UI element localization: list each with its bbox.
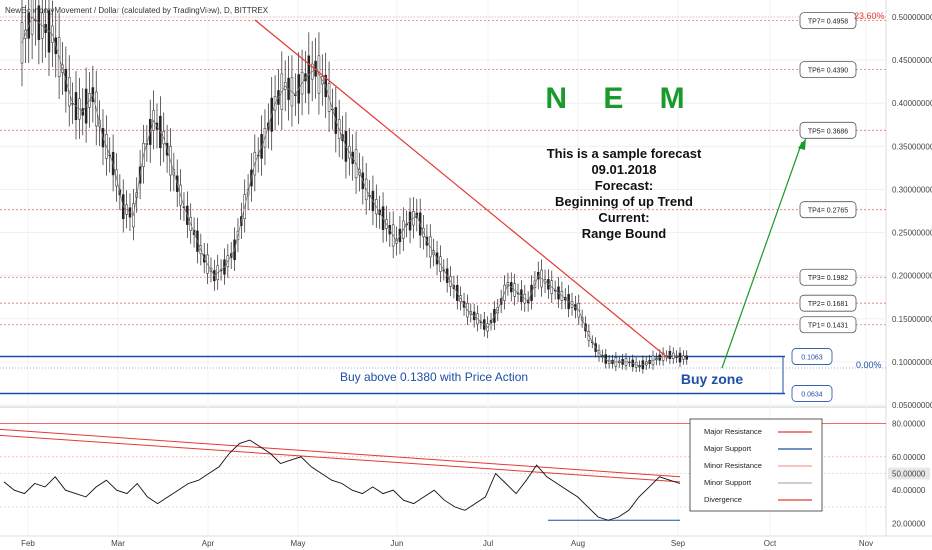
svg-text:Major Resistance: Major Resistance <box>704 427 762 436</box>
y-tick-label: 0.45000000 <box>892 56 932 65</box>
tp-box: TP4= 0.2765 <box>799 201 857 219</box>
forecast-line-3: Forecast: <box>595 178 654 193</box>
y-tick-label: 0.50000000 <box>892 13 932 22</box>
forecast-line-1: This is a sample forecast <box>547 146 702 161</box>
oscillator-line <box>3 439 681 521</box>
zone-bottom-box: 0.0634 <box>791 385 833 402</box>
forecast-line-2: 09.01.2018 <box>591 162 656 177</box>
price-series <box>21 16 681 367</box>
x-tick-label: Feb <box>21 539 35 548</box>
x-tick-label: Mar <box>111 539 125 548</box>
tp-label: TP7= 0.4958 <box>808 19 848 26</box>
tp-label: TP1= 0.1431 <box>808 323 848 330</box>
svg-text:Minor Resistance: Minor Resistance <box>704 461 762 470</box>
y-tick-label: 0.25000000 <box>892 229 932 238</box>
divergence-line <box>0 434 681 483</box>
svg-text:Minor Support: Minor Support <box>704 478 752 487</box>
forecast-line-6: Range Bound <box>582 226 667 241</box>
y-tick-label: 0.20000000 <box>892 272 932 281</box>
chart-title: NewEconomyMovement / Dollar (calculated … <box>5 6 269 15</box>
x-tick-label: Jun <box>391 539 404 548</box>
current-value-marker <box>888 467 930 480</box>
y-tick-label: 0.40000000 <box>892 99 932 108</box>
tp-box: TP6= 0.4390 <box>799 61 857 78</box>
moving-average-line <box>21 16 681 367</box>
x-tick-label: Aug <box>571 539 585 548</box>
tp-label: TP6= 0.4390 <box>808 68 848 75</box>
osc-tick-label: 50.00000 <box>892 470 926 479</box>
svg-text:Major Support: Major Support <box>704 444 752 453</box>
candlesticks <box>20 0 688 374</box>
forecast-arrow-head <box>798 138 806 150</box>
tp-box: TP1= 0.1431 <box>799 316 857 334</box>
legend-item: Major Resistance <box>704 427 812 436</box>
buy-zone-label: Buy zone <box>681 371 743 387</box>
svg-text:0.1063: 0.1063 <box>801 354 823 361</box>
osc-tick-label: 20.00000 <box>892 520 926 529</box>
tp-box: TP5= 0.3686 <box>799 121 857 139</box>
candle-body <box>682 355 685 360</box>
y-tick-label: 0.10000000 <box>892 358 932 367</box>
x-tick-label: Oct <box>764 539 777 548</box>
y-tick-label: 0.05000000 <box>892 401 932 410</box>
tp-label: TP4= 0.2765 <box>808 208 848 215</box>
legend-item: Minor Support <box>704 478 812 487</box>
y-tick-label: 0.30000000 <box>892 185 932 194</box>
x-tick-label: Apr <box>202 539 215 548</box>
x-tick-label: Sep <box>671 539 686 548</box>
coin-label: N E M <box>545 82 698 115</box>
fib-zero-label: 0.00% <box>856 360 882 370</box>
legend-item: Major Support <box>704 444 812 453</box>
svg-text:0.0634: 0.0634 <box>801 391 823 398</box>
forecast-line-4: Beginning of up Trend <box>555 194 693 209</box>
x-tick-label: Nov <box>859 539 873 548</box>
fib-top-label: 23.60% <box>854 11 885 21</box>
tp-label: TP2= 0.1681 <box>808 301 848 308</box>
downtrend-line <box>254 19 669 359</box>
legend-box <box>689 418 823 512</box>
x-tick-label: May <box>290 539 305 548</box>
osc-tick-label: 80.00000 <box>892 419 926 428</box>
tp-label: TP5= 0.3686 <box>808 128 848 135</box>
tp-box: TP7= 0.4958 <box>799 12 857 30</box>
y-tick-label: 0.35000000 <box>892 142 932 151</box>
x-tick-label: Jul <box>483 539 493 548</box>
tp-label: TP3= 0.1982 <box>808 275 848 282</box>
forecast-arrow <box>721 141 803 369</box>
tp-box: TP2= 0.1681 <box>799 294 857 312</box>
y-tick-label: 0.15000000 <box>892 315 932 324</box>
divergence-line <box>0 428 681 478</box>
osc-tick-label: 60.00000 <box>892 453 926 462</box>
tp-box: TP3= 0.1982 <box>799 268 857 286</box>
buy-above-label: Buy above 0.1380 with Price Action <box>340 370 528 384</box>
legend-item: Divergence <box>704 495 812 504</box>
candle-body <box>685 355 688 360</box>
forecast-line-5: Current: <box>598 210 649 225</box>
svg-text:Divergence: Divergence <box>704 495 742 504</box>
zone-top-box: 0.1063 <box>791 348 833 365</box>
osc-tick-label: 40.00000 <box>892 486 926 495</box>
legend-item: Minor Resistance <box>704 461 812 470</box>
